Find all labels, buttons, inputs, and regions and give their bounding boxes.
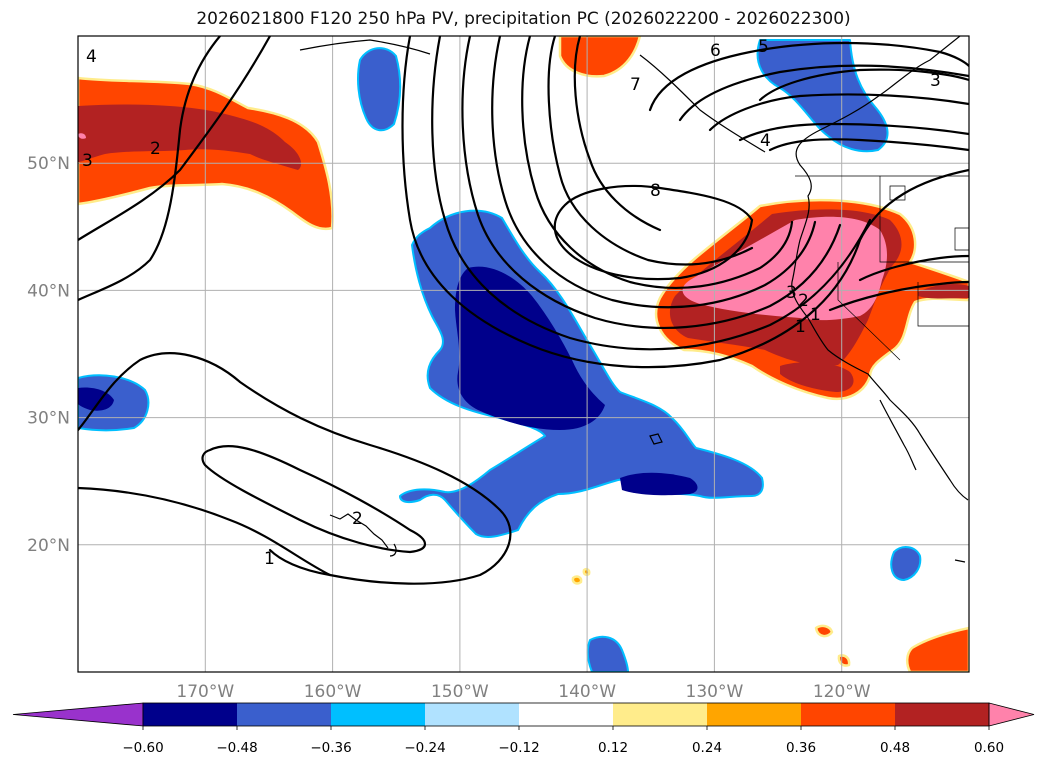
colorbar-tick-label: 0.12	[598, 740, 628, 756]
latitude-tick-labels: 50°N 40°N 30°N 20°N	[27, 154, 70, 556]
contour-label: 5	[758, 37, 769, 57]
colorbar-tick-label: 0.24	[692, 740, 722, 756]
colorbar: −0.60 −0.48 −0.36 −0.24 −0.12 0.12 0.24 0.36 0.4…	[12, 702, 1035, 756]
lon-tick-label: 170°W	[176, 682, 234, 702]
contour-label: 2	[798, 291, 809, 311]
contour-label: 2	[150, 139, 161, 159]
lon-tick-label: 140°W	[558, 682, 616, 702]
colorbar-tick-label: −0.24	[404, 740, 445, 756]
lat-tick-label: 40°N	[27, 281, 70, 301]
map-plot-area: 4 3 2 1 2 1 8 7 6 5 4 3 3 2 1	[78, 36, 969, 672]
contour-label: 3	[930, 71, 941, 91]
contour-label: 3	[82, 151, 93, 171]
lat-tick-label: 50°N	[27, 154, 70, 174]
colorbar-frame	[142, 702, 990, 727]
colorbar-tick-label: 0.36	[786, 740, 816, 756]
contour-label: 3	[786, 283, 797, 303]
colorbar-tick-label: 0.60	[974, 740, 1004, 756]
lon-tick-label: 160°W	[304, 682, 362, 702]
contour-labels: 4 3 2 1 2 1 8 7 6 5 4 3 3 2 1	[82, 37, 941, 569]
lon-tick-label: 150°W	[431, 682, 489, 702]
colorbar-segment	[613, 703, 708, 726]
colorbar-tick-label: 0.48	[880, 740, 910, 756]
lon-tick-label: 130°W	[686, 682, 744, 702]
colorbar-segment	[425, 703, 520, 726]
colorbar-segment	[331, 703, 426, 726]
map-title: 2026021800 F120 250 hPa PV, precipitatio…	[196, 9, 851, 29]
colorbar-segment	[801, 703, 896, 726]
colorbar-tick-label: −0.36	[310, 740, 351, 756]
political-borders	[795, 175, 969, 361]
contour-label: 1	[795, 317, 806, 337]
contour-label: 1	[264, 549, 275, 569]
lat-tick-label: 30°N	[27, 409, 70, 429]
precip-positive-strong	[78, 104, 969, 392]
colorbar-segment	[237, 703, 332, 726]
contour-label: 8	[650, 181, 661, 201]
contour-label: 4	[86, 47, 97, 67]
contour-label: 7	[630, 75, 641, 95]
colorbar-segment	[895, 703, 990, 726]
colorbar-tick-label: −0.48	[216, 740, 257, 756]
colorbar-tick-label: −0.12	[498, 740, 539, 756]
contour-label: 1	[810, 305, 821, 325]
lon-tick-label: 120°W	[813, 682, 871, 702]
contour-label: 2	[352, 509, 363, 529]
contour-label: 6	[710, 41, 721, 61]
lat-tick-label: 20°N	[27, 536, 70, 556]
colorbar-extend-low	[12, 702, 144, 727]
colorbar-tick-label: −0.60	[122, 740, 163, 756]
pv-contours	[78, 36, 969, 585]
colorbar-extend-high	[988, 702, 1035, 727]
map-frame	[77, 35, 970, 673]
contour-label: 4	[760, 131, 771, 151]
longitude-tick-labels: 170°W 160°W 150°W 140°W 130°W 120°W	[176, 682, 870, 702]
coastlines	[299, 36, 969, 563]
colorbar-segment	[707, 703, 802, 726]
colorbar-segment	[519, 703, 614, 726]
colorbar-segment	[143, 703, 238, 726]
